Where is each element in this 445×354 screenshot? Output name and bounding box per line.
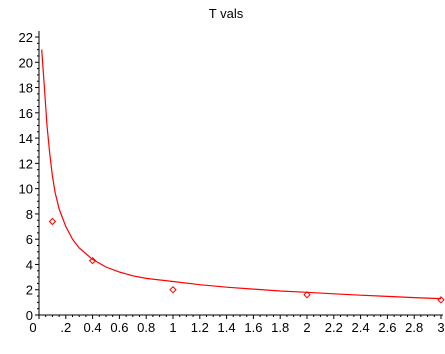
y-tick-label: 16 bbox=[19, 106, 33, 121]
y-tick-label: 0 bbox=[26, 308, 33, 323]
y-tick-label: 6 bbox=[26, 232, 33, 247]
fit-curve bbox=[41, 49, 442, 300]
x-tick-label: 2.8 bbox=[405, 320, 423, 335]
x-axis-ticks: 0 .2 0.4 0.6 0.8 1 1.2 1.4 1.6 1.8 2 2.2 2.4 2.6 2.8 3 bbox=[29, 315, 445, 335]
axes bbox=[38, 31, 443, 316]
data-point bbox=[88, 256, 97, 265]
x-tick-label: 3 bbox=[437, 320, 444, 335]
data-point bbox=[169, 286, 177, 294]
x-tick-label: 1.2 bbox=[191, 320, 209, 335]
y-tick-label: 14 bbox=[19, 131, 33, 146]
x-tick-label: 1.4 bbox=[218, 320, 236, 335]
data-point bbox=[303, 291, 311, 299]
y-tick-label: 2 bbox=[26, 283, 33, 298]
y-tick-label: 8 bbox=[26, 207, 33, 222]
x-tick-label: 2.6 bbox=[378, 320, 396, 335]
y-tick-label: 4 bbox=[26, 257, 33, 272]
x-tick-label: 1.6 bbox=[244, 320, 262, 335]
y-tick-label: 10 bbox=[19, 182, 33, 197]
data-point bbox=[437, 296, 445, 304]
x-tick-label: 0 bbox=[29, 320, 36, 335]
x-tick-label: 1 bbox=[169, 320, 176, 335]
chart-title: T vals bbox=[209, 6, 244, 21]
x-tick-label: 0.8 bbox=[137, 320, 155, 335]
y-tick-label: 18 bbox=[19, 81, 33, 96]
x-tick-label: .2 bbox=[60, 320, 71, 335]
y-tick-label: 22 bbox=[19, 30, 33, 45]
x-tick-label: 0.4 bbox=[84, 320, 102, 335]
x-tick-label: 1.8 bbox=[271, 320, 289, 335]
x-tick-label: 0.6 bbox=[110, 320, 128, 335]
fit-curve-layer bbox=[41, 49, 442, 300]
data-points-layer bbox=[48, 217, 445, 304]
x-tick-label: 2 bbox=[303, 320, 310, 335]
y-tick-label: 12 bbox=[19, 156, 33, 171]
x-tick-label: 2.2 bbox=[325, 320, 343, 335]
y-tick-label: 20 bbox=[19, 55, 33, 70]
y-axis-ticks: 0 2 4 6 8 10 12 14 16 18 20 22 bbox=[19, 30, 39, 323]
data-point bbox=[48, 217, 57, 226]
x-tick-label: 2.4 bbox=[352, 320, 370, 335]
